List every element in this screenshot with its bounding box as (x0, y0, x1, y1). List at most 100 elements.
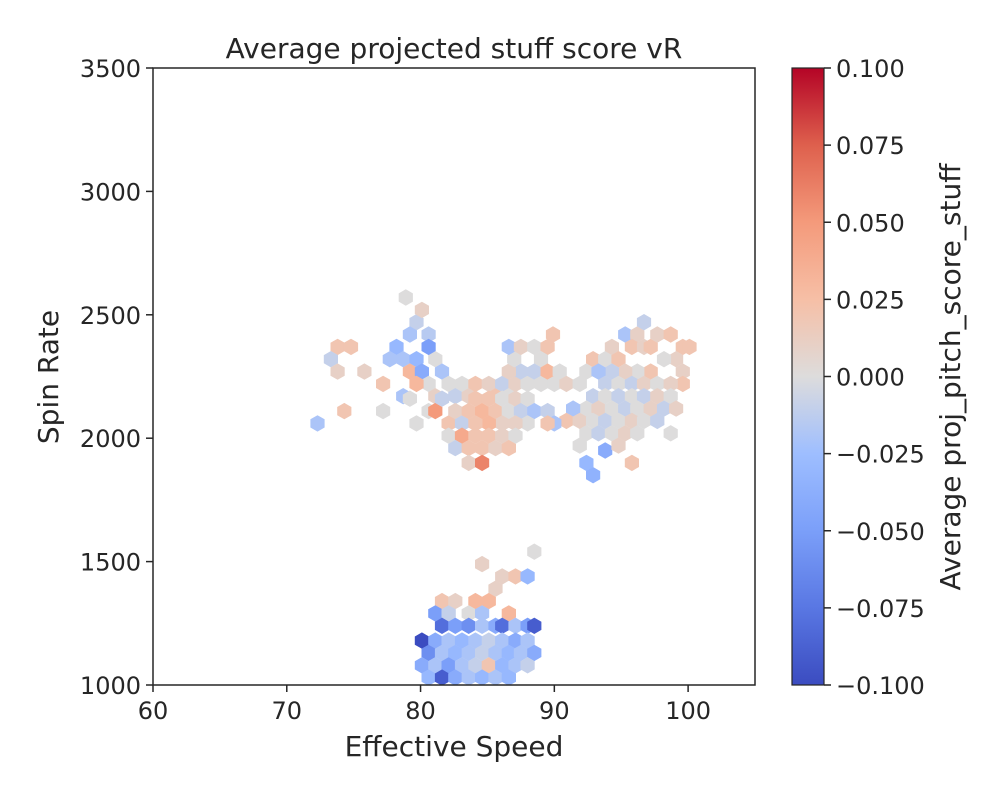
hexbin-cell (441, 657, 456, 674)
hexbin-cell (586, 351, 601, 368)
hexbin-cell (414, 632, 429, 649)
hexbin-cell (402, 326, 417, 343)
colorbar-axis: 0.100 0.075 0.050 0.025 0.000 −0.025 −0.050 −0.… (824, 55, 925, 700)
hexbin-cell (310, 415, 325, 432)
hexbin-cell (475, 644, 490, 662)
hexbin-cell (656, 400, 672, 417)
colorbar-tick-label: 0.000 (836, 364, 905, 392)
hexbin-cell (402, 390, 417, 407)
hexbin-cell (414, 363, 429, 380)
hexbin-cell (468, 415, 483, 432)
hexbin-cell (481, 592, 496, 610)
hexbin-layer (310, 289, 697, 685)
hexbin-cell (520, 415, 535, 432)
hexbin-cell (454, 427, 470, 444)
hexbin-cell (448, 439, 463, 457)
colorbar-title: Average proj_pitch_score_stuff (934, 163, 967, 591)
hexbin-cell (501, 338, 516, 356)
hexbin-cell (643, 363, 658, 380)
hexbin-cell (508, 427, 523, 444)
hexbin-cell (488, 669, 503, 685)
hexbin-cell (533, 351, 549, 368)
hexbin-cell (508, 415, 523, 432)
hexbin-cell (461, 669, 476, 685)
hexbin-cell (611, 412, 626, 430)
hexbin-cell (630, 400, 645, 417)
hexbin-cell (461, 439, 476, 457)
hexbin-cell (481, 415, 496, 432)
colorbar-tick-label: −0.025 (836, 441, 925, 469)
hexbin-cell (428, 402, 443, 420)
hexbin-cell (448, 592, 463, 610)
hexbin-cell (488, 402, 503, 420)
hexbin-cell (454, 632, 470, 649)
hexbin-cell (441, 427, 456, 444)
hexbin-cell (636, 412, 652, 430)
hexbin-cell (428, 351, 443, 368)
hexbin-cell (461, 454, 476, 472)
hexbin-cell (508, 632, 523, 649)
hexbin-cell (501, 605, 516, 622)
hexbin-cell (396, 351, 411, 368)
hexbin-cell (675, 363, 690, 380)
hexbin-cell (434, 390, 450, 407)
hexbin-cell (611, 375, 626, 393)
hexbin-cell (591, 363, 606, 380)
hexbin-cell (475, 555, 490, 573)
hexbin-cell (454, 375, 470, 393)
hexbin-cell (650, 388, 665, 405)
hexbin-cell (428, 632, 443, 649)
hexbin-cell (566, 400, 581, 417)
hexbin-cell (495, 415, 510, 432)
y-tick-label: 3500 (80, 55, 141, 83)
hexbin-cell (513, 363, 528, 380)
hexbin-cell (330, 338, 345, 356)
hexbin-cell (434, 617, 450, 634)
hexbin-cell (527, 644, 542, 662)
hexbin-cell (559, 412, 574, 430)
hexbin-cell (520, 390, 535, 407)
x-axis-title: Effective Speed (345, 730, 564, 763)
hexbin-cell (495, 427, 510, 444)
hexbin-cell (520, 657, 535, 674)
y-axis: 1000 1500 2000 2500 3000 3500 (80, 55, 153, 700)
hexbin-cell (461, 644, 476, 662)
hexbin-cell (495, 390, 510, 407)
hexbin-cell (520, 568, 535, 585)
hexbin-cell (468, 592, 483, 610)
hexbin-cell (501, 439, 516, 457)
hexbin-cell (586, 467, 601, 484)
hexbin-cell (508, 375, 523, 393)
hexbin-cell (441, 605, 456, 622)
hexbin-cell (461, 605, 476, 622)
hexbin-cell (454, 657, 470, 674)
colorbar-tick-label: 0.100 (836, 55, 905, 83)
hexbin-cell (630, 363, 645, 380)
hexbin-cell (488, 580, 503, 597)
x-tick-label: 90 (539, 697, 570, 725)
hexbin-cell (624, 338, 639, 356)
hexbin-cell (624, 388, 639, 405)
hexbin-cell (586, 412, 601, 430)
hexbin-cell (475, 669, 490, 685)
hexbin-cell (421, 375, 436, 393)
hexbin-cell (624, 412, 639, 430)
hexbin-cell (527, 402, 542, 420)
hexbin-cell (572, 375, 587, 393)
hexbin-cell (547, 375, 562, 393)
colorbar-tick-label: −0.100 (836, 672, 925, 700)
y-tick-label: 1500 (80, 549, 141, 577)
hexbin-cell (513, 402, 528, 420)
colorbar-tick-label: 0.075 (836, 132, 905, 160)
hexbin-cell (448, 669, 463, 685)
hexbin-cell (579, 400, 594, 417)
hexbin-cell (414, 657, 429, 674)
hexbin-cell (468, 632, 483, 649)
hexbin-cell (586, 388, 601, 405)
hexbin-cell (508, 568, 523, 585)
hexbin-cell (611, 388, 626, 405)
hexbin-cell (598, 375, 613, 393)
hexbin-cell (501, 644, 516, 662)
hexbin-cell (545, 326, 561, 343)
hexbin-cell (421, 338, 436, 356)
